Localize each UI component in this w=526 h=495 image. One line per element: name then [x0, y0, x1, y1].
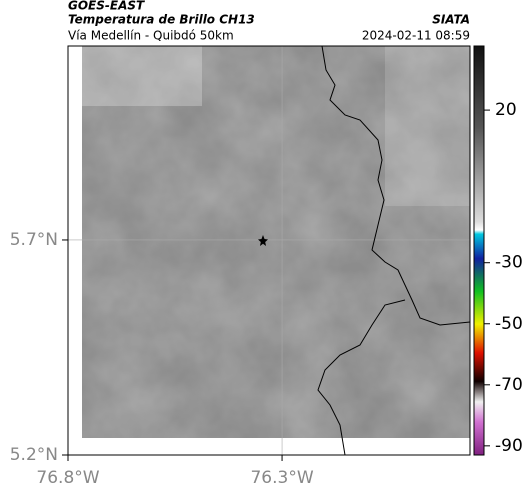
lat-tick-label: 5.2°N [10, 445, 58, 465]
lon-tick-label: 76.3°W [250, 468, 313, 488]
title: Temperatura de Brillo CH13 [68, 13, 255, 27]
lon-tick-label: 76.8°W [36, 468, 99, 488]
timestamp: 2024-02-11 08:59 [362, 29, 470, 43]
colorbar-tick-label: -90 [495, 436, 523, 456]
map-frame [67, 45, 471, 456]
colorbar-tick-label: -50 [495, 314, 523, 334]
org: SIATA [432, 13, 470, 27]
colorbar-tick-label: -70 [495, 375, 523, 395]
source: GOES-EAST [68, 0, 145, 13]
lat-tick-label: 5.7°N [10, 230, 58, 250]
satellite-image [82, 46, 470, 438]
colorbar-tick-label: 20 [495, 100, 517, 120]
subtitle: Vía Medellín - Quibdó 50km [68, 29, 234, 43]
location-star [258, 235, 268, 246]
boundaries [317, 45, 471, 456]
colorbar-tick-label: -30 [495, 253, 523, 273]
colorbar [473, 45, 485, 456]
